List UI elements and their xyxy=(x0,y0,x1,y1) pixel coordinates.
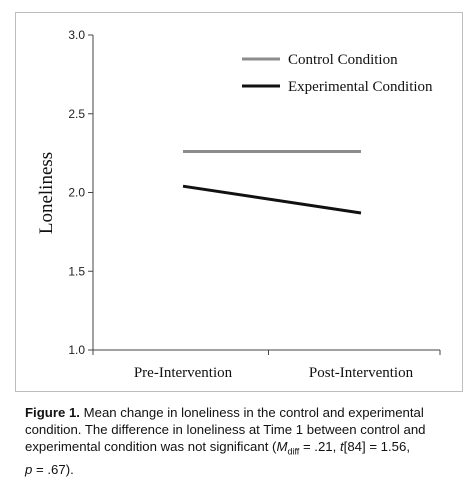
caption-line-3: experimental condition was not significa… xyxy=(25,439,411,457)
y-tick-label: 1.0 xyxy=(68,343,85,357)
series-lines xyxy=(182,150,362,215)
legend: Control Condition Experimental Condition xyxy=(242,52,433,95)
caption-line-2: condition. The difference in loneliness … xyxy=(25,422,426,437)
x-category-label: Post-Intervention xyxy=(309,365,414,381)
caption-line-1: Figure 1. Mean change in loneliness in t… xyxy=(25,405,424,420)
x-category-label: Pre-Intervention xyxy=(134,365,233,381)
chart-frame xyxy=(15,12,463,392)
y-tick-label: 2.0 xyxy=(68,186,85,200)
y-tick-label: 1.5 xyxy=(68,264,85,278)
legend-label: Experimental Condition xyxy=(288,79,433,95)
y-tick-label: 3.0 xyxy=(68,28,85,42)
line-chart: 1.0 1.5 2.0 2.5 3.0 Pre-Intervention Post-Int… xyxy=(36,28,441,381)
y-axis-label: Loneliness xyxy=(36,152,57,234)
series-line-2 xyxy=(182,184,362,215)
y-tick-label: 2.5 xyxy=(68,107,85,121)
y-ticks: 1.0 1.5 2.0 2.5 3.0 xyxy=(68,28,93,357)
figure-caption: Figure 1. Mean change in loneliness in t… xyxy=(25,404,470,478)
legend-label: Control Condition xyxy=(288,52,398,68)
x-category-labels: Pre-Intervention Post-Intervention xyxy=(134,365,414,381)
caption-line-4: p = .67). xyxy=(25,461,74,477)
figure-label: Figure 1. xyxy=(25,405,80,420)
